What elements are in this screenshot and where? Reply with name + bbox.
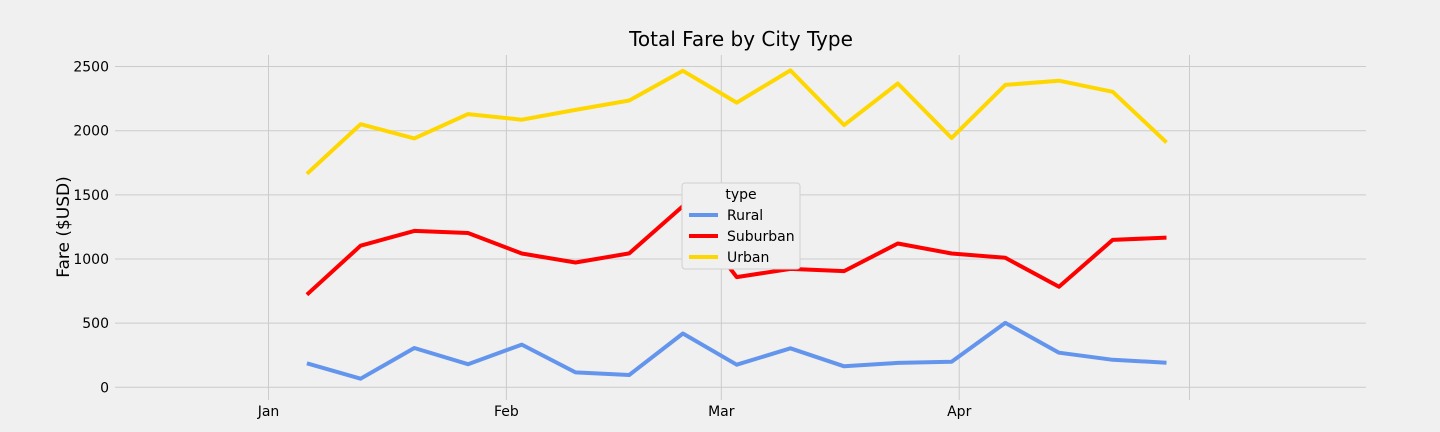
legend-label-suburban: Suburban: [727, 229, 795, 245]
legend-label-urban: Urban: [727, 250, 769, 266]
y-tick-label: 1000: [73, 252, 109, 268]
legend-title: type: [725, 187, 756, 203]
series-line-rural: [306, 320, 1167, 381]
x-tick-label: Feb: [494, 404, 519, 420]
x-tick-label: Apr: [947, 404, 971, 420]
y-tick-label: 1500: [73, 188, 109, 204]
series-line-suburban: [305, 204, 1167, 297]
y-axis-label: Fare ($USD): [54, 176, 74, 278]
series-lines: [305, 68, 1168, 381]
chart-title: Total Fare by City Type: [628, 27, 853, 51]
y-tick-label: 2000: [73, 124, 109, 140]
legend-label-rural: Rural: [727, 208, 763, 224]
legend-items: Rural Suburban Urban: [689, 208, 795, 266]
legend: type Rural Suburban Urban: [681, 182, 801, 270]
y-tick-label: 0: [100, 380, 109, 396]
x-tick-label: Jan: [257, 404, 280, 420]
y-tick-label: 500: [82, 316, 109, 332]
legend-box: [681, 182, 801, 270]
x-tick-label: Mar: [708, 404, 735, 420]
x-tick-labels: Jan Feb Mar Apr: [257, 404, 972, 420]
y-tick-labels: 0 500 1000 1500 2000 2500: [73, 60, 109, 397]
y-tick-label: 2500: [73, 60, 109, 76]
series-line-urban: [305, 68, 1168, 176]
